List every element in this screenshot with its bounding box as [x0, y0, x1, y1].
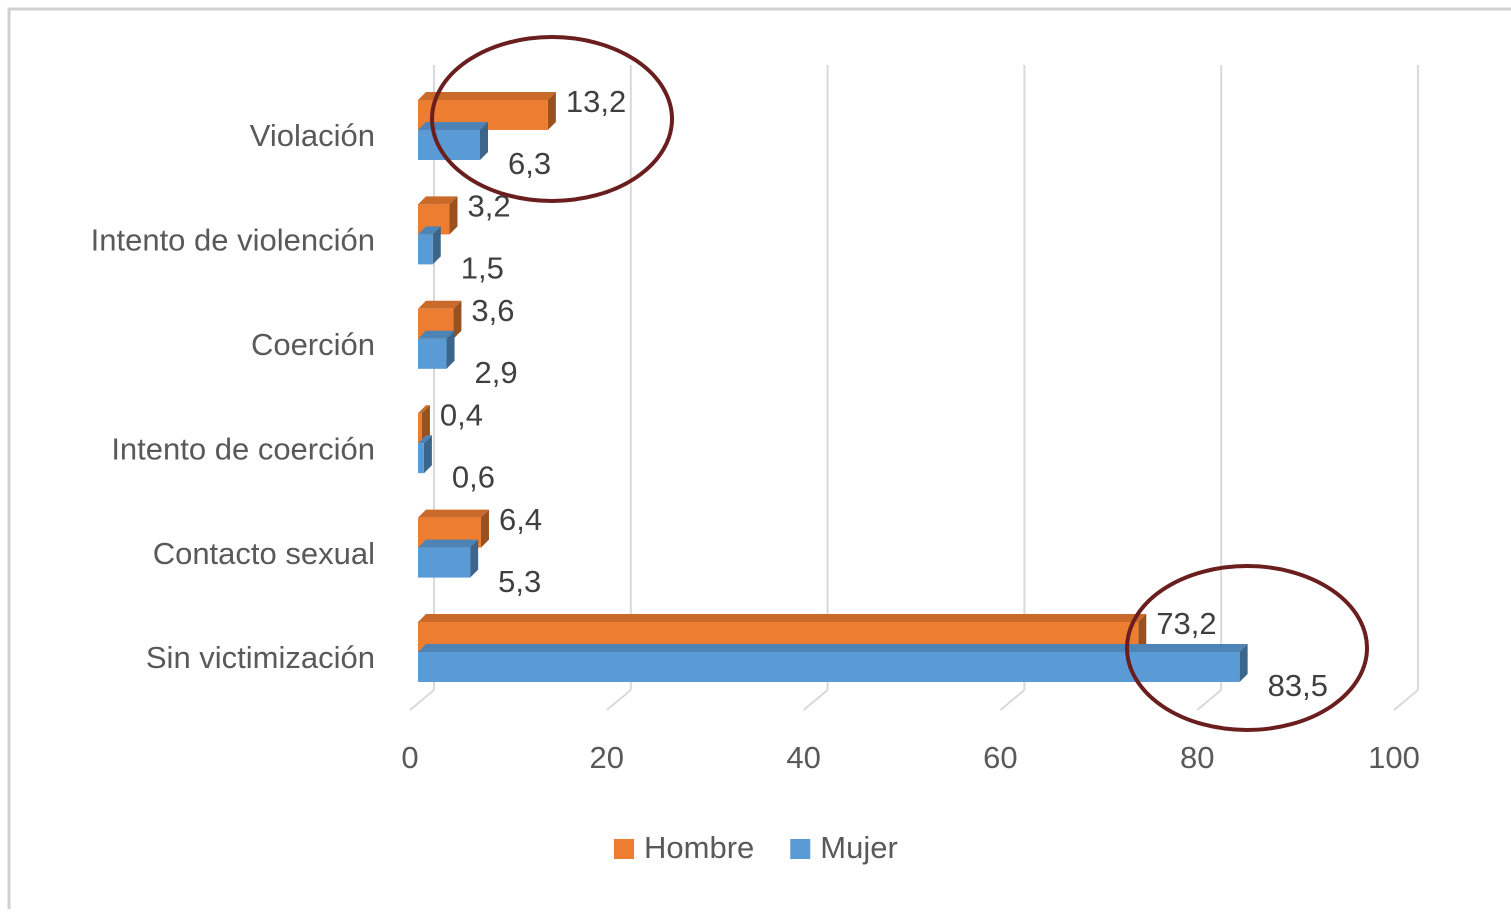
- bar-side: [1138, 614, 1147, 652]
- bar-front: [418, 443, 424, 474]
- bar-top: [418, 509, 489, 518]
- bar-front: [418, 130, 480, 160]
- grid-floor-line: [1196, 689, 1222, 711]
- bar-side: [423, 435, 432, 474]
- bar-side: [421, 405, 430, 444]
- x-tick-label: 0: [401, 740, 418, 775]
- value-label: 0,4: [440, 397, 483, 432]
- value-label: 0,6: [452, 459, 495, 494]
- bar-top: [418, 122, 488, 130]
- bar-side: [480, 509, 489, 548]
- x-tick-label: 100: [1368, 740, 1420, 775]
- grid-floor-line: [606, 689, 632, 711]
- value-label: 6,3: [508, 146, 551, 181]
- value-label: 5,3: [498, 564, 541, 599]
- bar-top: [418, 644, 1248, 652]
- category-label: Intento de coerción: [111, 431, 375, 466]
- bar-front: [418, 338, 447, 369]
- value-label: 2,9: [475, 355, 518, 390]
- legend-swatch: [790, 839, 811, 859]
- bar-front: [418, 547, 471, 578]
- bar-side: [470, 539, 479, 578]
- bar-top: [418, 300, 462, 309]
- value-label: 6,4: [499, 502, 542, 537]
- bar: [418, 539, 479, 578]
- bar-side: [1239, 644, 1248, 682]
- bar-top: [418, 226, 441, 235]
- grid-floor-line: [999, 689, 1026, 711]
- x-tick-label: 40: [786, 740, 820, 775]
- x-tick-label: 60: [983, 740, 1017, 775]
- bar: [418, 435, 432, 474]
- highlight-circle: [430, 35, 674, 203]
- bar-side: [453, 300, 462, 339]
- bar-top: [418, 435, 432, 444]
- grid-floor-line: [409, 689, 435, 711]
- bar: [418, 226, 441, 265]
- chart-frame: [7, 7, 1511, 914]
- value-label: 3,6: [471, 293, 514, 328]
- value-label: 13,2: [566, 84, 626, 119]
- bar-top: [418, 92, 556, 100]
- grid-floor-line: [802, 689, 829, 711]
- category-label: Sin victimización: [146, 640, 375, 675]
- highlight-circle: [1125, 564, 1369, 732]
- legend-swatch: [614, 839, 634, 859]
- category-label: Coerción: [251, 327, 375, 362]
- x-tick-label: 20: [590, 740, 624, 775]
- value-label: 83,5: [1268, 668, 1328, 703]
- bar-side: [547, 92, 556, 130]
- bar-front: [418, 652, 1240, 682]
- value-label: 73,2: [1156, 606, 1216, 641]
- legend-label: Hombre: [644, 830, 754, 865]
- category-label: Intento de violención: [91, 223, 375, 258]
- bar: [418, 405, 430, 444]
- bar-front: [418, 234, 433, 265]
- bar-side: [432, 226, 441, 265]
- bar: [418, 644, 1248, 682]
- grid: 0 20 40 60 80 100: [401, 65, 1420, 775]
- category-label: Violación: [250, 118, 375, 153]
- category-label: Contacto sexual: [153, 536, 375, 571]
- bar-top: [418, 539, 479, 548]
- grid-floor-line: [1393, 689, 1419, 711]
- bar-top: [418, 405, 430, 414]
- bars: [418, 92, 1248, 682]
- bar: [418, 330, 455, 369]
- value-label: 1,5: [461, 251, 504, 286]
- x-tick-label: 80: [1180, 740, 1214, 775]
- bar-top: [418, 330, 455, 339]
- bar-side: [479, 122, 488, 160]
- bar-side: [449, 196, 458, 235]
- bar-front: [418, 413, 422, 444]
- legend-label: Mujer: [820, 830, 898, 865]
- bar-side: [446, 330, 455, 369]
- bar-top: [418, 196, 458, 205]
- bar-top: [418, 614, 1147, 622]
- bar: [418, 122, 488, 160]
